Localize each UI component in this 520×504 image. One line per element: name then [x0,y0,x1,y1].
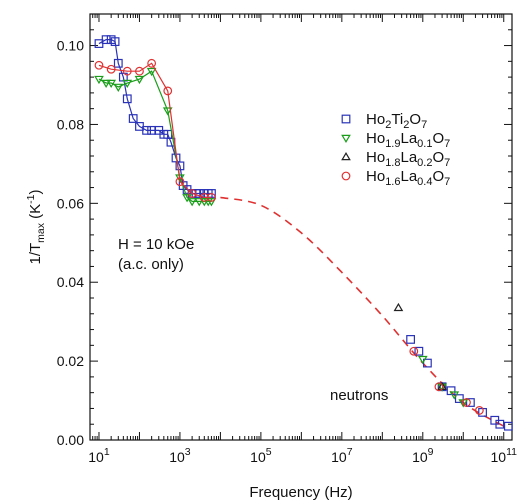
data-point [449,391,460,400]
y-tick-label: 0.10 [57,38,84,54]
data-point [462,398,471,407]
neutrons-annotation: neutrons [330,387,388,404]
data-point [106,79,117,89]
series-line [98,70,212,202]
data-point [446,386,456,396]
data-point [135,66,144,76]
data-point [414,346,424,356]
series-line [98,62,212,199]
data-point [187,198,197,207]
data-point [147,58,157,68]
data-point [146,67,157,77]
data-point [187,189,197,198]
data-point [122,94,132,104]
data-point [106,64,116,74]
fit-curve [220,196,505,427]
data-point [393,302,404,312]
dashed-fit-curve [220,196,505,427]
data-point [128,114,138,123]
data-point [113,83,124,92]
data-point [182,194,192,203]
x-tick-label: 1011 [490,446,517,465]
data-point [162,107,173,116]
y-tick-label: 0.02 [57,353,84,369]
legend: Ho2Ti2O7Ho1.9La0.1O7Ho1.8La0.2O7Ho1.6La0… [341,111,450,188]
data-point [422,358,432,368]
legend-entry: Ho2Ti2O7 [366,111,427,131]
data-point [454,394,464,403]
data-point [474,406,484,415]
data-point [175,161,185,171]
legend-entry: Ho1.8La0.2O7 [366,149,450,169]
y-axis-title: 1/Tmax (K-1) [25,189,47,264]
x-tick-labels: 101 103 105 107 109 1011 [88,446,517,465]
data-point [409,346,419,356]
legend-marker [341,171,351,181]
x-tick-label: 103 [169,446,191,465]
data-point [417,355,428,365]
data-point [94,60,104,70]
x-axis-title: Frequency (Hz) [249,484,352,501]
x-tick-label: 107 [331,446,353,465]
data-point [206,198,217,207]
series-2 [393,302,447,391]
data-point [110,37,120,47]
data-point [113,58,123,68]
field-annotation-line1: H = 10 kOe [118,236,194,253]
y-tick-labels: 0.00 0.02 0.04 0.06 0.08 0.10 [57,38,84,448]
x-tick-label: 109 [412,446,434,465]
data-point [465,398,475,407]
y-tick-label: 0.04 [57,274,84,290]
y-tick-label: 0.06 [57,195,84,211]
data-point [94,75,104,85]
data-point [101,79,111,89]
data-point [101,35,111,45]
data-point [175,177,185,187]
x-tick-label: 105 [250,446,272,465]
data-point [122,79,133,89]
data-point [434,382,444,392]
field-annotation-line2: (a.c. only) [118,256,184,273]
data-series [94,35,513,431]
data-point [122,66,132,76]
legend-entry: Ho1.9La0.1O7 [366,130,450,150]
data-point [495,419,505,429]
legend-marker [341,134,351,143]
axis-ticks [89,13,512,441]
data-point [142,125,151,135]
series-0 [94,35,513,431]
x-tick-label: 101 [88,446,110,465]
data-point [207,193,216,202]
legend-marker [341,114,351,124]
legend-marker [341,152,351,161]
y-tick-label: 0.00 [57,432,84,448]
data-point [503,421,513,431]
y-tick-label: 0.08 [57,116,84,132]
data-point [194,198,205,207]
data-point [406,335,416,344]
legend-entry: Ho1.6La0.4O7 [366,168,450,188]
plot-frame [89,13,513,441]
data-point [134,75,145,85]
data-point [163,86,173,96]
series-3 [94,58,484,415]
